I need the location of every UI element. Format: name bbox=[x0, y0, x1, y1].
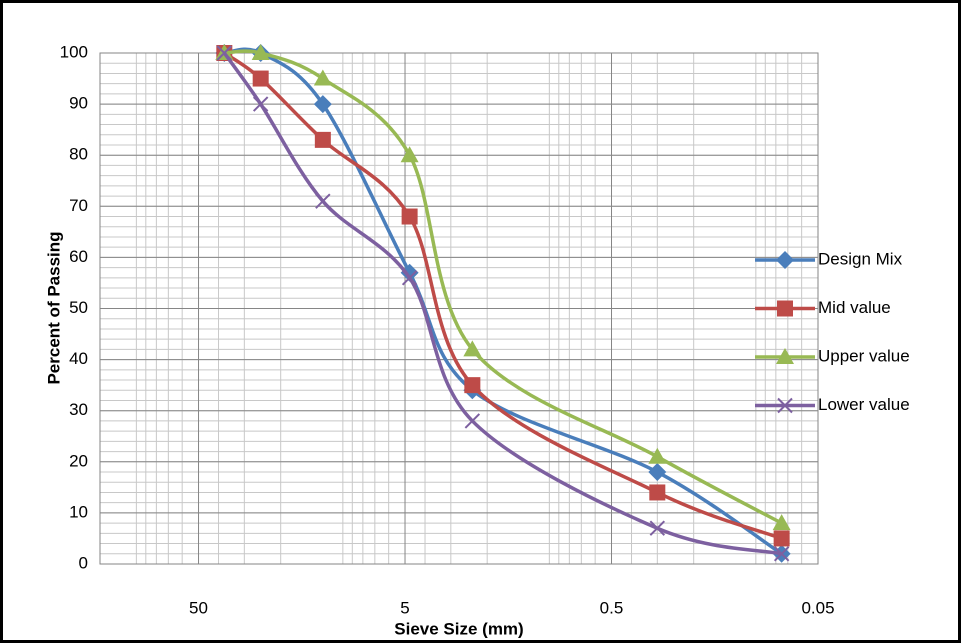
legend-label: Design Mix bbox=[818, 249, 903, 268]
marker bbox=[401, 270, 418, 286]
marker bbox=[400, 263, 419, 282]
marker bbox=[216, 45, 233, 61]
x-tick-label: 0.05 bbox=[801, 598, 834, 617]
marker bbox=[252, 70, 269, 87]
legend-label: Mid value bbox=[818, 298, 891, 317]
marker bbox=[463, 340, 482, 357]
marker bbox=[464, 377, 481, 394]
marker bbox=[649, 484, 666, 501]
marker bbox=[773, 546, 790, 562]
plot-border bbox=[99, 52, 819, 565]
marker bbox=[772, 514, 791, 531]
x-axis-title: Sieve Size (mm) bbox=[394, 619, 523, 638]
marker bbox=[776, 348, 794, 364]
x-tick-label: 0.5 bbox=[600, 598, 624, 617]
y-tick-label: 70 bbox=[69, 196, 88, 215]
y-tick-label: 20 bbox=[69, 451, 88, 470]
marker bbox=[252, 96, 269, 112]
y-tick-label: 10 bbox=[69, 502, 88, 521]
marker bbox=[776, 251, 794, 269]
marker bbox=[251, 44, 270, 60]
grid bbox=[99, 52, 819, 565]
marker bbox=[313, 95, 332, 114]
y-tick-label: 0 bbox=[79, 553, 88, 572]
y-axis-title: Percent of Passing bbox=[44, 231, 63, 384]
plot bbox=[215, 44, 791, 563]
marker bbox=[777, 300, 793, 317]
y-tick-label: 50 bbox=[69, 298, 88, 317]
y-tick-label: 80 bbox=[69, 145, 88, 164]
marker bbox=[773, 530, 790, 547]
x-tick-label: 50 bbox=[189, 598, 208, 617]
y-tick-label: 60 bbox=[69, 247, 88, 266]
marker bbox=[400, 146, 419, 163]
legend-label: Upper value bbox=[818, 346, 910, 365]
marker bbox=[314, 131, 331, 148]
marker bbox=[401, 208, 418, 225]
marker bbox=[648, 447, 667, 464]
marker bbox=[649, 520, 666, 536]
marker bbox=[313, 69, 332, 86]
marker bbox=[777, 397, 793, 414]
y-tick-label: 40 bbox=[69, 349, 88, 368]
legend-label: Lower value bbox=[818, 395, 910, 414]
x-tick-label: 5 bbox=[400, 598, 409, 617]
y-tick-label: 90 bbox=[69, 94, 88, 113]
y-tick-label: 30 bbox=[69, 400, 88, 419]
marker bbox=[464, 413, 481, 429]
y-tick-label: 100 bbox=[60, 42, 88, 61]
marker bbox=[315, 193, 331, 209]
marker bbox=[648, 463, 667, 482]
